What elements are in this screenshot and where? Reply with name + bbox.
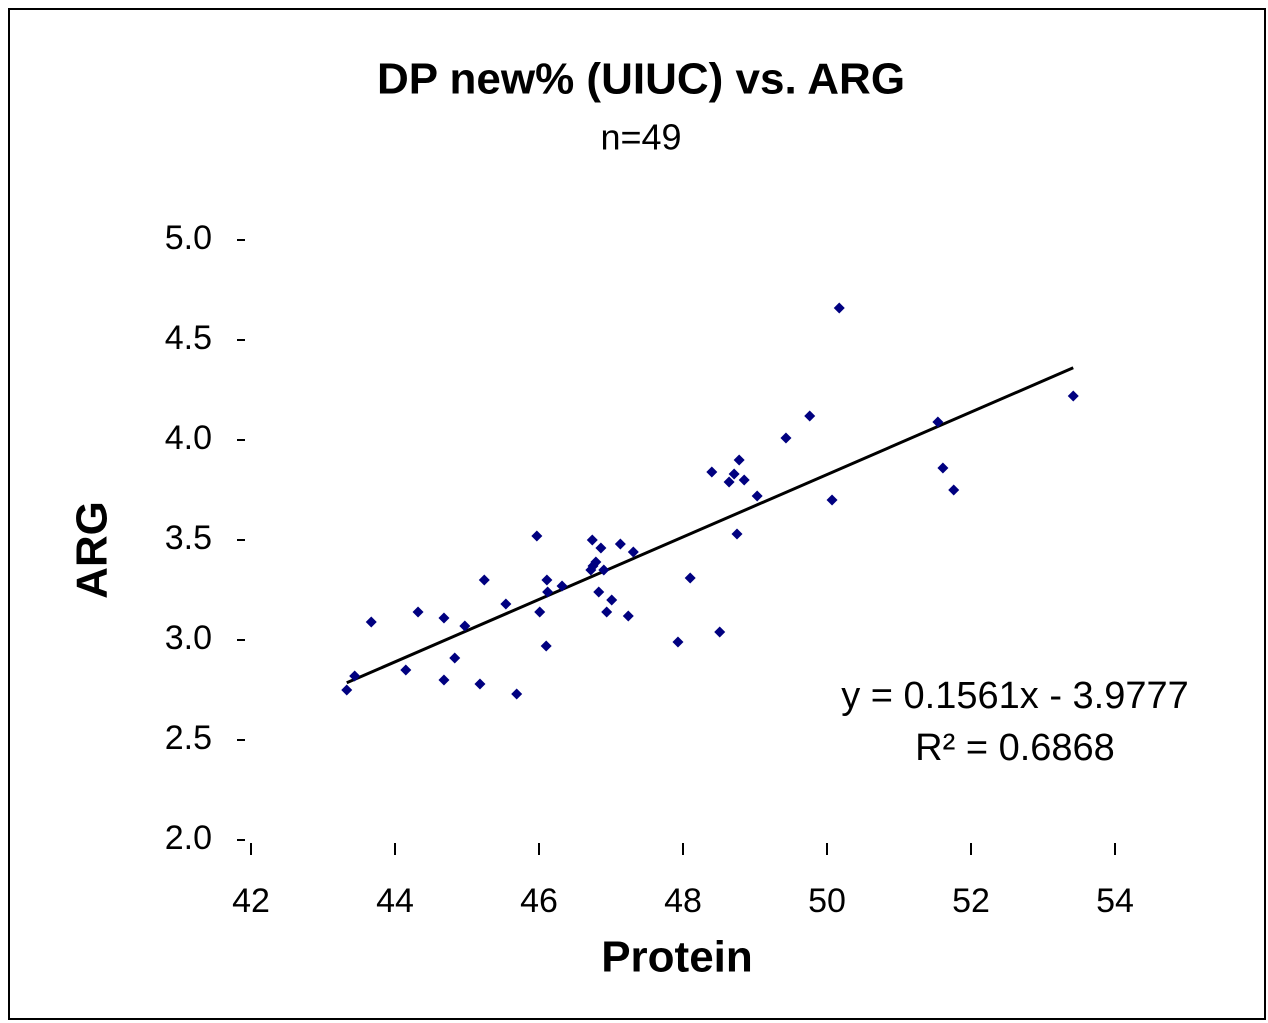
data-point	[833, 302, 845, 314]
data-point	[606, 594, 618, 606]
y-tick-label: 2.0	[165, 819, 212, 857]
data-point	[349, 670, 361, 682]
data-point	[601, 606, 613, 618]
trendline	[346, 366, 1074, 685]
data-point	[459, 620, 471, 632]
data-point	[733, 454, 745, 466]
x-tick-label: 48	[664, 882, 702, 920]
x-tick-label: 42	[232, 882, 270, 920]
x-tick-label: 44	[376, 882, 414, 920]
data-point	[500, 598, 512, 610]
data-point	[948, 484, 960, 496]
trendline-r-squared: R² = 0.6868	[915, 727, 1115, 769]
y-tick-label: 3.5	[165, 519, 212, 557]
data-point	[706, 466, 718, 478]
x-tick-label: 52	[952, 882, 990, 920]
data-point	[731, 528, 743, 540]
y-tick-label: 4.5	[165, 319, 212, 357]
data-point	[780, 432, 792, 444]
data-point	[1067, 390, 1079, 402]
data-point	[622, 610, 634, 622]
data-point	[723, 476, 735, 488]
y-axis-title: ARG	[68, 501, 117, 599]
x-axis-title: Protein	[601, 933, 753, 982]
data-point	[541, 574, 553, 586]
data-point	[627, 546, 639, 558]
data-point	[751, 490, 763, 502]
data-point	[684, 572, 696, 584]
data-point	[531, 530, 543, 542]
data-point	[438, 674, 450, 686]
trendline-equation: y = 0.1561x - 3.9777	[841, 675, 1189, 717]
x-tick-label: 54	[1096, 882, 1134, 920]
data-point	[400, 664, 412, 676]
data-point	[534, 606, 546, 618]
data-point	[341, 684, 353, 696]
data-point	[598, 564, 610, 576]
data-point	[474, 678, 486, 690]
y-tick-label: 4.0	[165, 419, 212, 457]
chart-subtitle: n=49	[600, 117, 681, 158]
data-point	[728, 468, 740, 480]
x-tick-label: 46	[520, 882, 558, 920]
data-point	[438, 612, 450, 624]
data-point	[593, 586, 605, 598]
data-point	[449, 652, 461, 664]
data-point	[478, 574, 490, 586]
data-point	[932, 416, 944, 428]
y-tick-label: 3.0	[165, 619, 212, 657]
data-point	[365, 616, 377, 628]
data-point	[672, 636, 684, 648]
x-tick-label: 50	[808, 882, 846, 920]
chart-title: DP new% (UIUC) vs. ARG	[377, 55, 905, 104]
data-point	[937, 462, 949, 474]
data-point	[511, 688, 523, 700]
data-point	[804, 410, 816, 422]
data-point	[540, 640, 552, 652]
data-point	[826, 494, 838, 506]
data-point	[714, 626, 726, 638]
data-point	[412, 606, 424, 618]
data-point	[556, 580, 568, 592]
data-point	[614, 538, 626, 550]
y-tick-label: 5.0	[165, 219, 212, 257]
y-tick-label: 2.5	[165, 719, 212, 757]
data-point	[542, 586, 554, 598]
data-point	[738, 474, 750, 486]
data-point	[587, 560, 599, 572]
data-point	[586, 534, 598, 546]
data-point	[595, 542, 607, 554]
chart-border	[8, 8, 1266, 1020]
